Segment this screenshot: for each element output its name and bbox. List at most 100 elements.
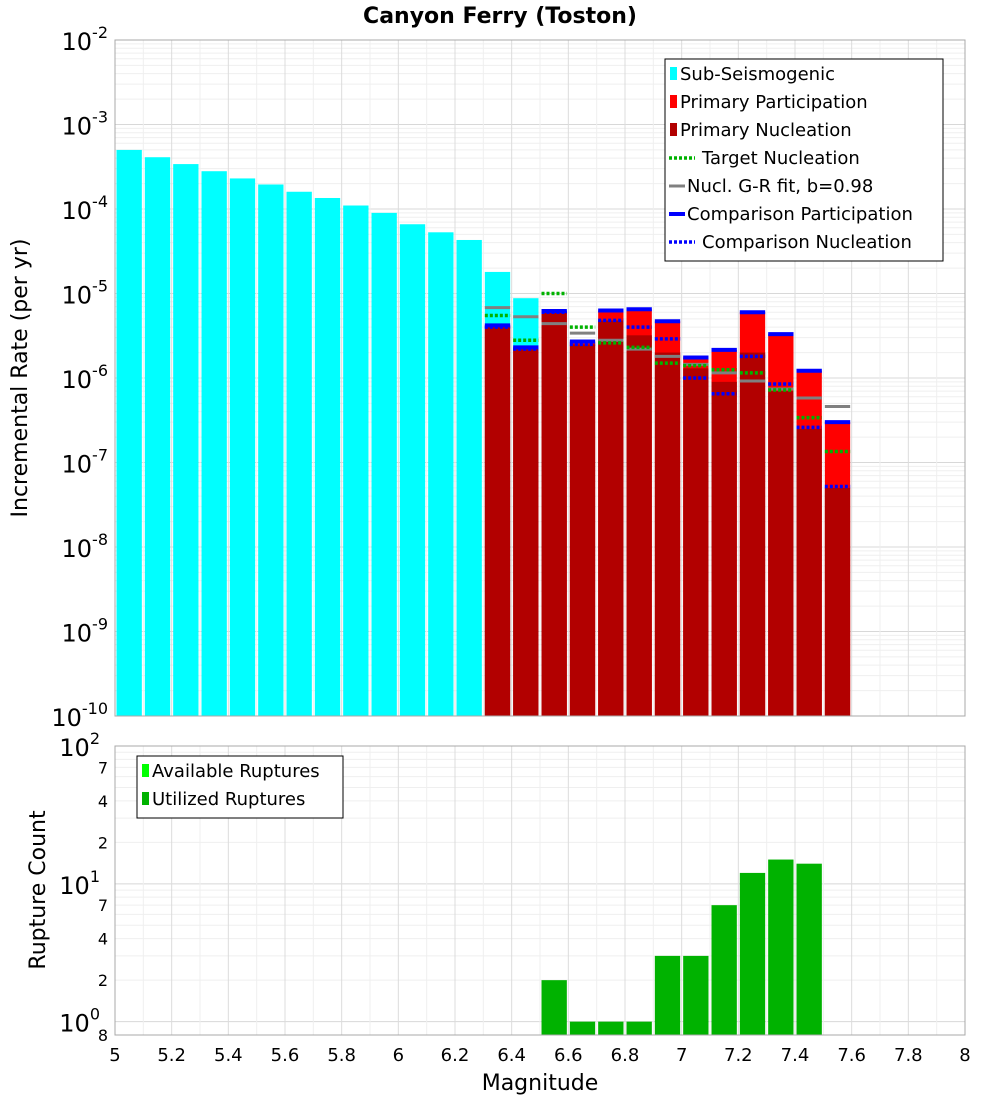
x-tick-label: 5 xyxy=(109,1045,120,1066)
primary-nucleation-bar xyxy=(598,320,624,716)
comparison-nucleation-marks xyxy=(484,310,851,489)
top-legend: Sub-Seismogenic Primary Participation Prim… xyxy=(664,58,944,262)
x-tick-label: 6 xyxy=(393,1045,404,1066)
legend-label: Nucl. G-R fit, b=0.98 xyxy=(687,176,873,197)
bottom-y-tick-label: 7 xyxy=(98,896,108,915)
legend-entry: Sub-Seismogenic xyxy=(670,64,835,85)
top-y-tick-label: 10-7 xyxy=(62,446,109,479)
x-tick-label: 7.4 xyxy=(781,1045,810,1066)
sub-seismogenic-bar xyxy=(173,164,199,716)
legend-swatch xyxy=(670,95,677,108)
bottom-y-axis-label: Rupture Count xyxy=(26,810,51,970)
x-tick-label: 7 xyxy=(676,1045,687,1066)
legend-label: Primary Participation xyxy=(680,92,868,113)
utilized-ruptures-bar xyxy=(569,1021,596,1035)
primary-nucleation-bar xyxy=(626,335,652,716)
top-y-tick-label: 10-4 xyxy=(62,192,109,225)
x-tick-label: 5.4 xyxy=(214,1045,243,1066)
bottom-y-tick-label: 8 xyxy=(98,1026,108,1045)
bottom-y-major-tick-label: 101 xyxy=(59,867,100,900)
legend-entry: Utilized Ruptures xyxy=(142,789,305,810)
legend-label: Available Ruptures xyxy=(152,761,320,782)
legend-frame xyxy=(136,755,344,819)
sub-seismogenic-bar xyxy=(399,224,426,716)
utilized-ruptures-bar xyxy=(598,1021,624,1035)
top-y-tick-label: 10-8 xyxy=(62,530,109,563)
utilized-ruptures-bar xyxy=(739,872,766,1035)
x-tick-label: 5.6 xyxy=(271,1045,300,1066)
sub-seismogenic-bar xyxy=(286,191,312,717)
primary-nucleation-bar xyxy=(796,428,822,716)
top-y-tick-label: 10-9 xyxy=(62,615,109,648)
sub-seismogenic-bar xyxy=(428,232,454,716)
legend-entry: Primary Participation xyxy=(670,92,868,113)
x-tick-label: 7.2 xyxy=(724,1045,753,1066)
utilized-ruptures-bar xyxy=(626,1021,652,1035)
top-y-tick-label: 10-10 xyxy=(51,699,108,732)
target-nucleation-marks xyxy=(484,291,851,454)
primary-nucleation-bar xyxy=(654,352,681,716)
primary-nucleation-bar xyxy=(569,344,596,716)
bottom-plot-border xyxy=(114,745,966,1036)
sub-seismogenic-bar xyxy=(456,239,482,716)
primary-nucleation-bar xyxy=(768,391,794,716)
x-axis-label: Magnitude xyxy=(482,1071,599,1096)
comparison-participation-marks xyxy=(484,307,851,425)
legend-entry: Comparison Participation xyxy=(669,204,913,225)
top-y-axis-label: Incremental Rate (per yr) xyxy=(8,239,33,518)
primary-nucleation-bars xyxy=(484,312,851,716)
utilized-ruptures-bar xyxy=(541,980,567,1035)
x-tick-label: 6.8 xyxy=(611,1045,640,1066)
primary-nucleation-bar xyxy=(683,368,709,716)
bottom-y-major-tick-label: 102 xyxy=(59,729,100,762)
bottom-legend: Available Ruptures Utilized Ruptures xyxy=(136,755,344,819)
sub-seismogenic-bar xyxy=(258,184,284,717)
legend-label: Comparison Nucleation xyxy=(702,232,912,253)
primary-nucleation-bar xyxy=(484,327,511,716)
primary-nucleation-bar xyxy=(824,487,851,716)
x-tick-label: 6.6 xyxy=(554,1045,583,1066)
x-tick-label: 6.2 xyxy=(441,1045,470,1066)
legend-label: Comparison Participation xyxy=(687,204,913,225)
primary-nucleation-bar xyxy=(711,381,737,716)
bottom-y-tick-label: 2 xyxy=(98,971,108,990)
legend-swatch xyxy=(142,792,149,805)
legend-entry: Target Nucleation xyxy=(669,148,860,169)
legend-label: Utilized Ruptures xyxy=(152,789,305,810)
top-y-tick-label: 10-6 xyxy=(62,361,109,394)
x-tick-label: 6.4 xyxy=(497,1045,526,1066)
legend-label: Target Nucleation xyxy=(701,148,860,169)
primary-nucleation-bar xyxy=(541,312,567,716)
bottom-y-tick-label: 2 xyxy=(98,833,108,852)
top-y-tick-label: 10-2 xyxy=(62,23,109,56)
sub-seismogenic-bar xyxy=(371,212,397,716)
bottom-y-major-tick-label: 100 xyxy=(59,1005,100,1038)
sub-seismogenic-bar xyxy=(314,197,341,716)
primary-nucleation-bar xyxy=(513,349,539,716)
bottom-y-tick-label: 4 xyxy=(98,792,108,811)
legend-entry: Comparison Nucleation xyxy=(669,232,912,253)
utilized-ruptures-bars xyxy=(541,859,822,1035)
legend-label: Sub-Seismogenic xyxy=(680,64,835,85)
x-tick-label: 5.8 xyxy=(327,1045,356,1066)
legend-swatch xyxy=(142,764,149,777)
sub-seismogenic-bar xyxy=(116,149,142,717)
utilized-ruptures-bar xyxy=(654,955,681,1035)
top-y-tick-label: 10-3 xyxy=(62,108,109,141)
x-tick-label: 5.2 xyxy=(157,1045,186,1066)
legend-swatch xyxy=(670,67,677,80)
sub-seismogenic-bar xyxy=(343,205,369,716)
primary-nucleation-bar xyxy=(739,352,766,716)
x-tick-label: 7.8 xyxy=(894,1045,923,1066)
legend-entry: Primary Nucleation xyxy=(670,120,852,141)
utilized-ruptures-bar xyxy=(796,863,822,1035)
utilized-ruptures-bar xyxy=(683,955,709,1035)
sub-seismogenic-bar xyxy=(229,178,256,717)
bottom-y-tick-label: 7 xyxy=(98,758,108,777)
x-tick-label: 7.6 xyxy=(837,1045,866,1066)
bottom-y-tick-label: 4 xyxy=(98,930,108,949)
top-plot-border xyxy=(114,39,966,717)
utilized-ruptures-bar xyxy=(711,905,737,1035)
legend-entry: Nucl. G-R fit, b=0.98 xyxy=(669,176,873,197)
